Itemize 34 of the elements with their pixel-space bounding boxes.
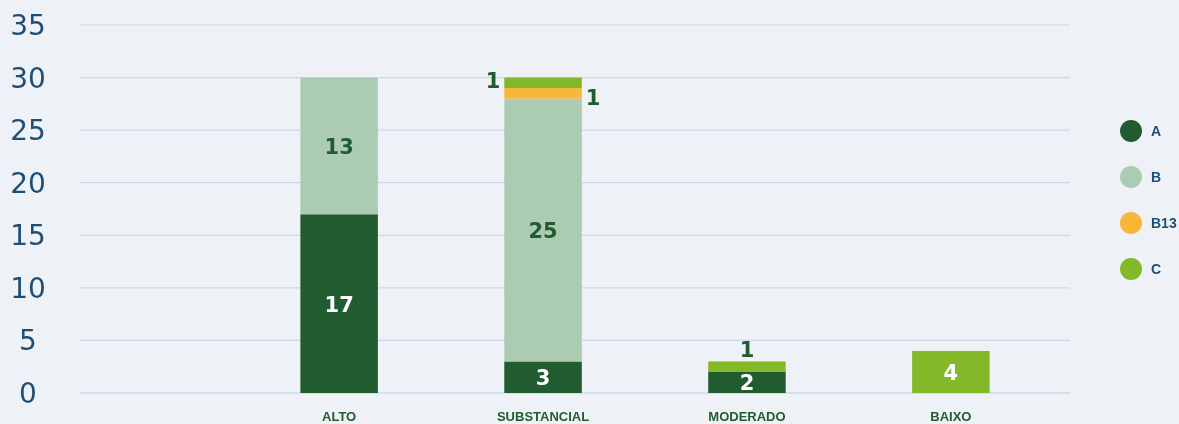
- legend-label: C: [1151, 261, 1162, 277]
- y-tick-label: 0: [19, 377, 37, 410]
- data-label: 2: [739, 371, 755, 396]
- bar: [504, 88, 582, 99]
- legend-label: B13: [1151, 215, 1177, 231]
- bar: [912, 350, 990, 393]
- bar: [708, 371, 786, 393]
- legend-label: B: [1151, 169, 1162, 185]
- y-tick-label: 20: [10, 166, 46, 200]
- y-tick-label: 35: [10, 9, 46, 42]
- data-label: 17: [324, 292, 354, 317]
- x-tick-label: MODERADO: [708, 409, 786, 424]
- x-tick-label: BAIXO: [930, 409, 972, 424]
- x-tick-label: SUBSTANCIAL: [496, 409, 590, 424]
- y-tick-label: 10: [10, 271, 46, 305]
- bar: [504, 361, 582, 393]
- bar: [504, 98, 582, 362]
- data-label: 1: [485, 68, 501, 93]
- data-label: 1: [739, 338, 755, 363]
- y-tick-label: 30: [10, 61, 46, 95]
- y-tick-label: 25: [10, 114, 46, 148]
- data-label: 4: [943, 360, 959, 385]
- y-tick-label: 15: [10, 219, 46, 253]
- legend-label: A: [1151, 123, 1162, 139]
- bar: [300, 77, 378, 215]
- data-label: 25: [528, 219, 558, 244]
- bar: [504, 77, 582, 89]
- y-tick-label: 5: [19, 324, 37, 358]
- data-label: 3: [535, 366, 551, 391]
- x-tick-label: ALTO: [322, 409, 357, 424]
- data-label: 13: [324, 134, 354, 159]
- bar: [300, 214, 378, 393]
- bar: [708, 361, 786, 372]
- data-label: 1: [585, 85, 601, 110]
